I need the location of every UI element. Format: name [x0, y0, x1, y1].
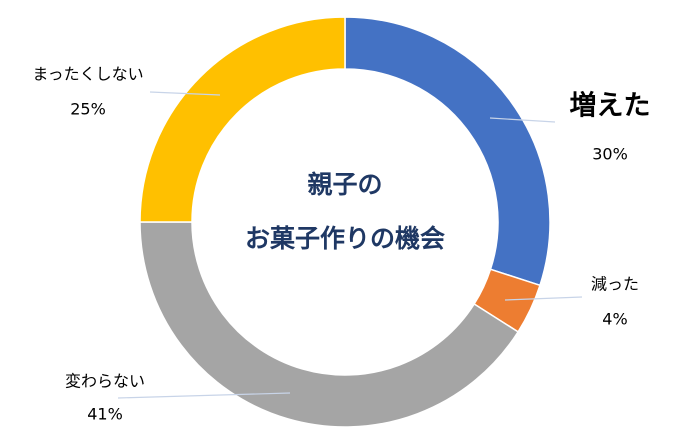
value-label: 25%: [70, 100, 106, 119]
leader-line: [149, 91, 221, 96]
leader-line: [504, 296, 583, 301]
leader-line: [489, 117, 556, 123]
leader-line: [117, 392, 291, 399]
value-label: 30%: [592, 145, 628, 164]
value-label: 4%: [602, 310, 627, 329]
chart-title: お菓子作りの機会: [245, 224, 445, 253]
category-label: まったくしない: [32, 65, 143, 84]
donut-slice: [139, 221, 520, 428]
chart-title: 親子の: [307, 170, 382, 199]
donut-slice: [139, 16, 346, 223]
value-label: 41%: [87, 405, 123, 424]
category-label: 増えた: [570, 90, 651, 122]
category-label: 減った: [591, 275, 639, 294]
category-label: 変わらない: [65, 372, 145, 391]
donut-slice: [344, 16, 551, 287]
